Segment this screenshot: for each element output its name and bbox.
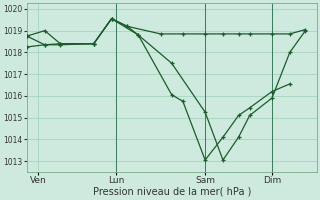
X-axis label: Pression niveau de la mer( hPa ): Pression niveau de la mer( hPa ) — [92, 187, 251, 197]
